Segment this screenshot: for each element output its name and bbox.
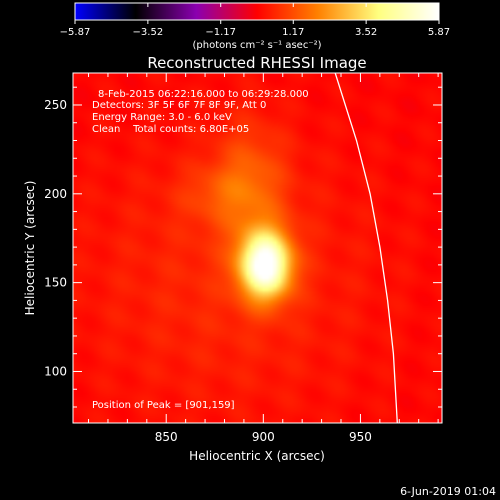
colorbar-tick-label: 5.87 bbox=[428, 27, 450, 38]
colorbar-tick-label: −3.52 bbox=[133, 27, 164, 38]
x-tick-label: 950 bbox=[349, 430, 372, 444]
annotation-energy-range: Energy Range: 3.0 - 6.0 keV bbox=[92, 112, 232, 123]
annotation-total-counts: Clean Total counts: 6.80E+05 bbox=[92, 124, 249, 135]
colorbar-tick-label: −1.17 bbox=[205, 27, 236, 38]
axis-ticks: 850 900 950 100 150 200 250 bbox=[44, 73, 442, 444]
footer-date: 6-Jun-2019 01:04 bbox=[400, 485, 496, 498]
x-tick-label: 900 bbox=[252, 430, 275, 444]
colorbar-tick-label: 1.17 bbox=[282, 27, 304, 38]
x-axis-label: Heliocentric X (arcsec) bbox=[189, 449, 325, 463]
y-tick-label: 200 bbox=[44, 187, 67, 201]
colorbar-tick-label: 3.52 bbox=[355, 27, 377, 38]
y-tick-label: 100 bbox=[44, 364, 67, 378]
colorbar-tick-label: −5.87 bbox=[60, 27, 91, 38]
plot-frame bbox=[72, 72, 443, 424]
solar-limb-line bbox=[334, 73, 398, 423]
annotation-detectors: Detectors: 3F 5F 6F 7F 8F 9F, Att 0 bbox=[92, 100, 266, 111]
x-tick-label: 850 bbox=[155, 430, 178, 444]
y-tick-label: 250 bbox=[44, 98, 67, 112]
annotation-peak-position: Position of Peak = [901,159] bbox=[92, 400, 235, 411]
y-axis-label: Heliocentric Y (arcsec) bbox=[23, 181, 37, 316]
colorbar-label: (photons cm⁻² s⁻¹ asec⁻²) bbox=[192, 40, 321, 51]
annotation-time-range: 8-Feb-2015 06:22:16.000 to 06:29:28.000 bbox=[98, 89, 309, 100]
y-tick-label: 150 bbox=[44, 276, 67, 290]
chart-title: Reconstructed RHESSI Image bbox=[147, 54, 366, 72]
colorbar bbox=[74, 2, 440, 21]
colorbar-ticks: −5.87 −3.52 −1.17 1.17 3.52 5.87 bbox=[60, 3, 450, 38]
